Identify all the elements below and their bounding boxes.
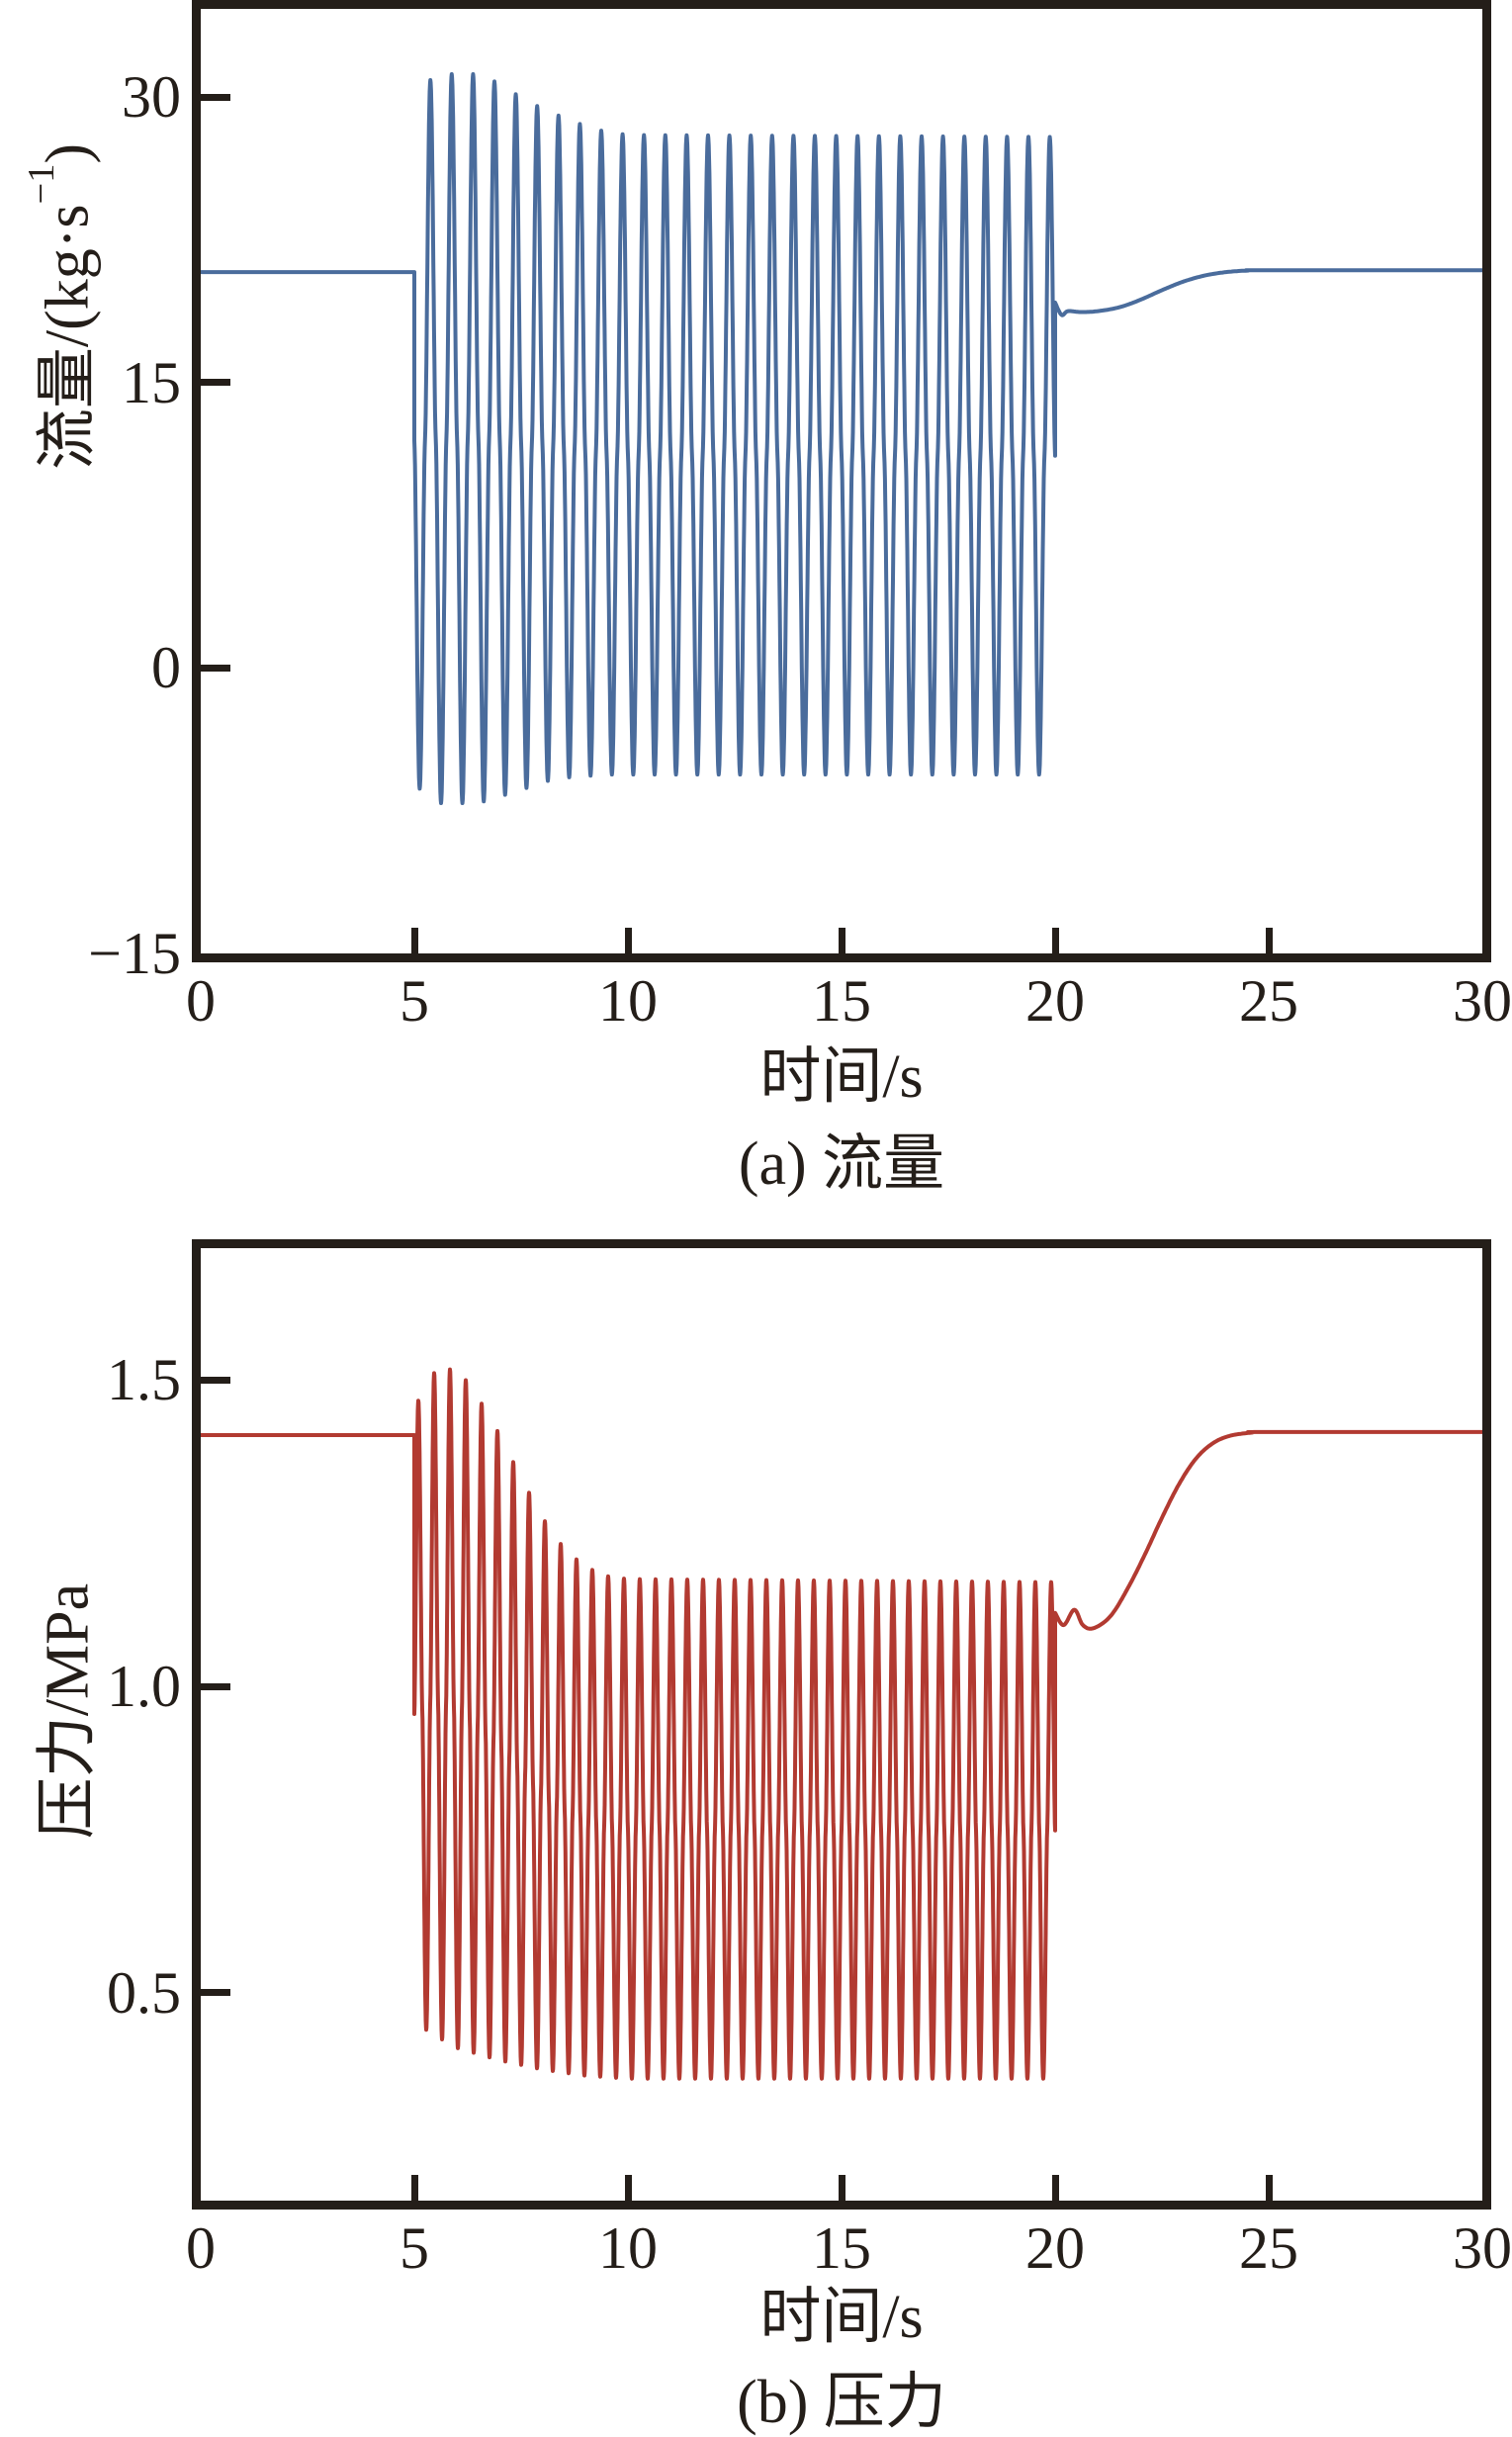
x-tick <box>410 928 418 953</box>
pressure-line <box>201 1367 1482 2081</box>
y-tick-label: −15 <box>88 921 181 986</box>
x-tick <box>1051 928 1059 953</box>
subplot-b-title: (b) 压力 <box>737 2369 946 2436</box>
flow-y-axis-label-suffix: ) <box>34 142 102 164</box>
pressure-plot-area <box>192 1239 1491 2210</box>
pressure-x-axis-label: 时间/s <box>759 2284 924 2351</box>
x-tick-label: 10 <box>598 968 658 1034</box>
x-tick <box>1265 928 1273 953</box>
y-tick-label: 30 <box>122 64 181 131</box>
x-tick <box>410 2175 418 2201</box>
y-tick <box>201 1376 230 1384</box>
flow-x-axis-label: 时间/s <box>759 1043 924 1111</box>
x-tick <box>838 2175 845 2201</box>
flow-y-axis-label-text: 流量/(kg·s <box>34 204 102 471</box>
flow-line <box>201 72 1482 805</box>
x-tick-label: 25 <box>1239 2215 1298 2281</box>
y-tick-label: 0.5 <box>107 1959 181 2026</box>
x-tick <box>624 928 632 953</box>
flow-y-axis-label-sup: −1 <box>20 163 62 205</box>
y-tick-label: 1.0 <box>107 1654 181 1720</box>
x-tick-label: 15 <box>812 968 871 1034</box>
x-tick-label: 25 <box>1239 968 1298 1034</box>
x-tick-label: 0 <box>186 968 216 1034</box>
flow-series <box>201 72 1482 805</box>
y-tick-label: 15 <box>122 349 181 415</box>
y-tick-label: 0 <box>151 635 181 701</box>
y-tick-label: 1.5 <box>107 1347 181 1413</box>
y-tick <box>201 664 230 672</box>
x-tick <box>624 2175 632 2201</box>
x-tick-label: 30 <box>1453 2215 1512 2281</box>
x-tick-label: 20 <box>1025 2215 1085 2281</box>
x-tick-label: 10 <box>598 2215 658 2281</box>
x-tick-label: 5 <box>400 968 429 1034</box>
x-tick-label: 15 <box>812 2215 871 2281</box>
x-tick-label: 30 <box>1453 968 1512 1034</box>
x-tick-label: 0 <box>186 2215 216 2281</box>
flow-plot-area <box>192 0 1491 962</box>
x-tick <box>1051 2175 1059 2201</box>
subplot-a-title: (a) 流量 <box>738 1130 945 1198</box>
y-tick <box>201 93 230 101</box>
y-tick <box>201 1989 230 1997</box>
y-tick <box>201 1682 230 1690</box>
x-tick-label: 5 <box>400 2215 429 2281</box>
x-tick <box>1265 2175 1273 2201</box>
x-tick <box>838 928 845 953</box>
x-tick-label: 20 <box>1025 968 1085 1034</box>
pressure-series <box>201 1367 1482 2081</box>
y-tick <box>201 379 230 387</box>
